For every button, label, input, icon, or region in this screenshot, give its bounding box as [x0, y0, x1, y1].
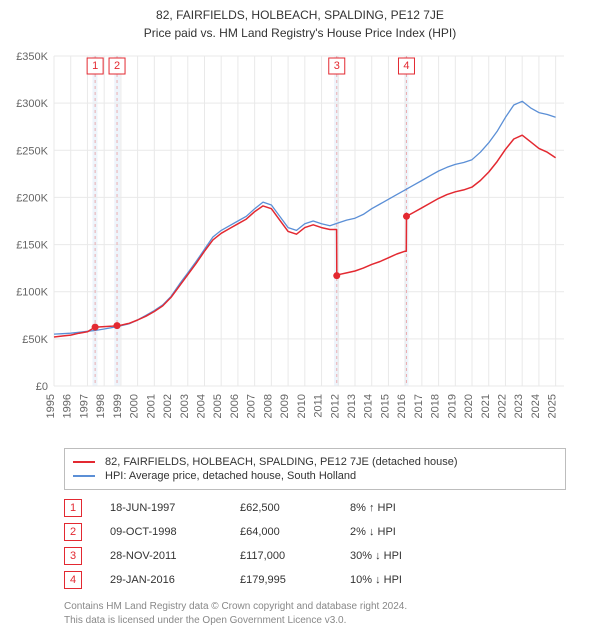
svg-text:2006: 2006	[229, 394, 241, 418]
transaction-marker: 4	[64, 571, 82, 589]
svg-text:4: 4	[403, 60, 409, 72]
svg-text:2019: 2019	[446, 394, 458, 418]
svg-text:3: 3	[334, 60, 340, 72]
transaction-row: 3 28-NOV-2011£117,00030% ↓ HPI	[64, 544, 566, 568]
transaction-delta: 8% ↑ HPI	[350, 502, 500, 514]
title-subtitle: Price paid vs. HM Land Registry's House …	[0, 26, 600, 40]
svg-text:2024: 2024	[530, 394, 542, 418]
svg-text:£350K: £350K	[16, 51, 48, 63]
svg-text:1: 1	[92, 60, 98, 72]
transaction-row: 1 18-JUN-1997£62,5008% ↑ HPI	[64, 496, 566, 520]
svg-text:£50K: £50K	[22, 334, 48, 346]
svg-text:2017: 2017	[413, 394, 425, 418]
svg-text:2: 2	[114, 60, 120, 72]
svg-text:1995: 1995	[45, 394, 57, 418]
transaction-row: 2 09-OCT-1998£64,0002% ↓ HPI	[64, 520, 566, 544]
svg-text:£200K: £200K	[16, 192, 48, 204]
svg-text:2022: 2022	[496, 394, 508, 418]
svg-text:£100K: £100K	[16, 287, 48, 299]
svg-text:2010: 2010	[296, 394, 308, 418]
transaction-price: £117,000	[240, 550, 350, 562]
svg-text:2015: 2015	[379, 394, 391, 418]
svg-text:2023: 2023	[513, 394, 525, 418]
svg-text:1998: 1998	[95, 394, 107, 418]
transaction-delta: 2% ↓ HPI	[350, 526, 500, 538]
price-chart: £0 £50K £100K £150K £200K £250K £300K £350K 1 2 3 4…	[0, 48, 600, 438]
svg-text:2002: 2002	[162, 394, 174, 418]
transaction-row: 4 29-JAN-2016£179,99510% ↓ HPI	[64, 568, 566, 592]
svg-text:2018: 2018	[430, 394, 442, 418]
transaction-date: 28-NOV-2011	[110, 550, 240, 562]
transaction-date: 18-JUN-1997	[110, 502, 240, 514]
transaction-marker: 3	[64, 547, 82, 565]
svg-text:2014: 2014	[363, 394, 375, 418]
svg-text:2003: 2003	[179, 394, 191, 418]
transaction-price: £62,500	[240, 502, 350, 514]
svg-text:2008: 2008	[262, 394, 274, 418]
svg-text:2000: 2000	[129, 394, 141, 418]
svg-text:2004: 2004	[195, 394, 207, 418]
svg-text:2020: 2020	[463, 394, 475, 418]
transaction-marker: 1	[64, 499, 82, 517]
svg-text:2001: 2001	[145, 394, 157, 418]
svg-text:1997: 1997	[78, 394, 90, 418]
transactions-table: 118-JUN-1997£62,5008% ↑ HPI209-OCT-1998£…	[64, 496, 566, 592]
transaction-price: £179,995	[240, 574, 350, 586]
svg-text:2011: 2011	[313, 394, 325, 418]
transaction-date: 09-OCT-1998	[110, 526, 240, 538]
svg-text:2005: 2005	[212, 394, 224, 418]
transaction-marker: 2	[64, 523, 82, 541]
footer-line-1: Contains HM Land Registry data © Crown c…	[64, 600, 566, 614]
title-address: 82, FAIRFIELDS, HOLBEACH, SPALDING, PE12…	[0, 8, 600, 22]
transaction-delta: 10% ↓ HPI	[350, 574, 500, 586]
svg-text:2025: 2025	[547, 394, 559, 418]
legend-label-hpi: HPI: Average price, detached house, Sout…	[105, 470, 356, 482]
legend: 82, FAIRFIELDS, HOLBEACH, SPALDING, PE12…	[64, 448, 566, 490]
transaction-delta: 30% ↓ HPI	[350, 550, 500, 562]
svg-text:2021: 2021	[480, 394, 492, 418]
footer: Contains HM Land Registry data © Crown c…	[64, 600, 566, 627]
svg-text:2012: 2012	[329, 394, 341, 418]
svg-text:1999: 1999	[112, 394, 124, 418]
legend-row-hpi: HPI: Average price, detached house, Sout…	[73, 469, 557, 483]
transaction-date: 29-JAN-2016	[110, 574, 240, 586]
svg-text:£250K: £250K	[16, 145, 48, 157]
chart-svg: £0 £50K £100K £150K £200K £250K £300K £350K 1 2 3 4…	[0, 48, 600, 438]
svg-text:£0: £0	[36, 381, 48, 393]
svg-text:2016: 2016	[396, 394, 408, 418]
svg-text:£150K: £150K	[16, 240, 48, 252]
legend-swatch-hpi	[73, 475, 95, 477]
svg-text:1996: 1996	[62, 394, 74, 418]
svg-text:2009: 2009	[279, 394, 291, 418]
legend-row-property: 82, FAIRFIELDS, HOLBEACH, SPALDING, PE12…	[73, 455, 557, 469]
footer-line-2: This data is licensed under the Open Gov…	[64, 614, 566, 628]
svg-text:2007: 2007	[246, 394, 258, 418]
svg-text:2013: 2013	[346, 394, 358, 418]
legend-label-property: 82, FAIRFIELDS, HOLBEACH, SPALDING, PE12…	[105, 456, 458, 468]
legend-swatch-property	[73, 461, 95, 463]
svg-text:£300K: £300K	[16, 98, 48, 110]
transaction-price: £64,000	[240, 526, 350, 538]
